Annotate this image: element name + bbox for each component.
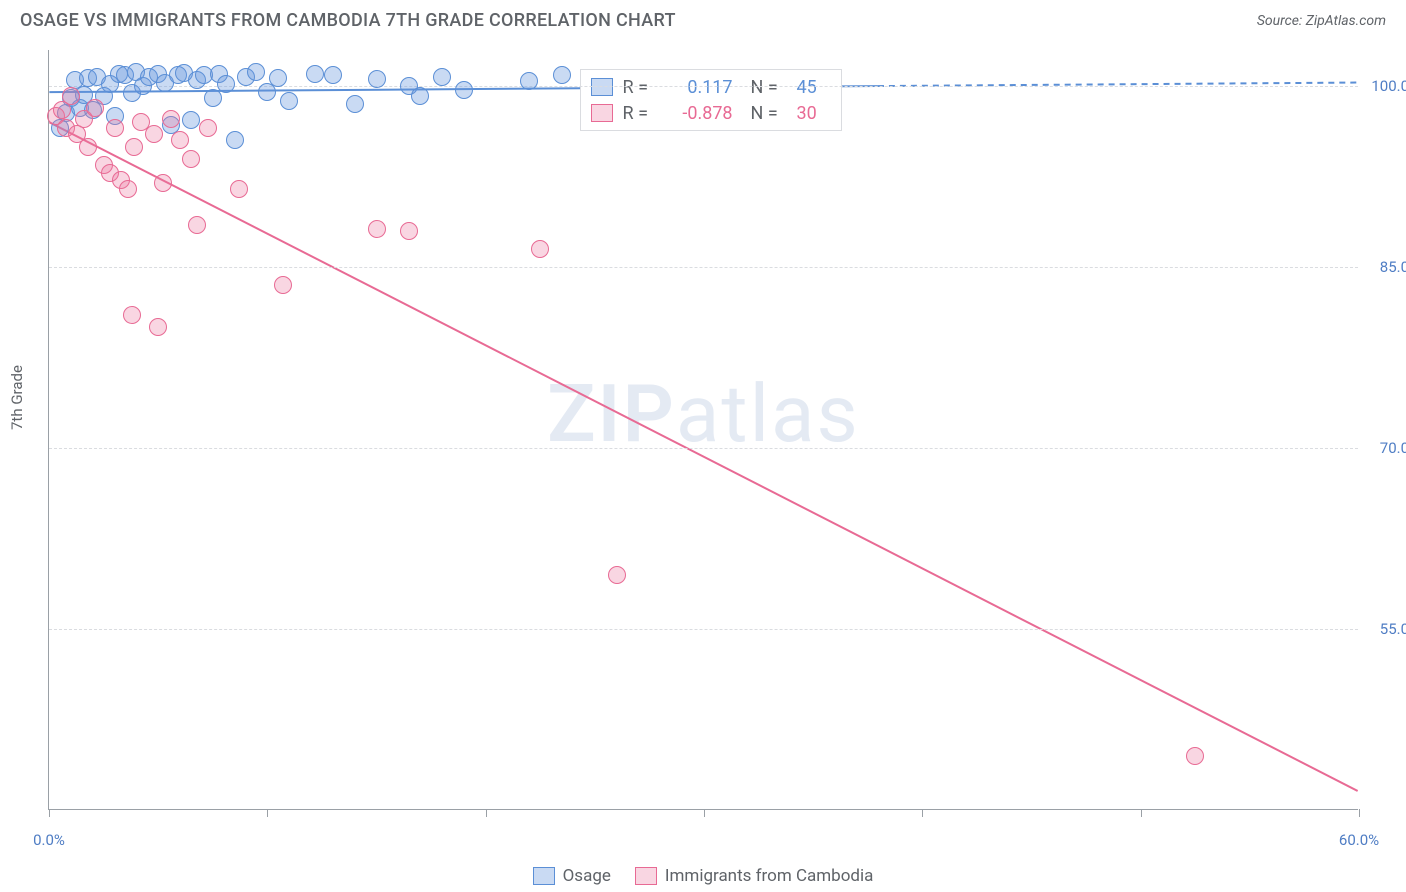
x-tick [1141, 809, 1142, 817]
x-tick-label: 0.0% [33, 831, 65, 849]
legend-swatch [635, 867, 657, 885]
data-point [171, 131, 189, 149]
data-point [62, 87, 80, 105]
y-tick-label: 70.0% [1380, 439, 1406, 457]
y-tick-label: 55.0% [1380, 620, 1406, 638]
legend-item: Osage [533, 866, 611, 886]
data-point [274, 276, 292, 294]
data-point [154, 174, 172, 192]
legend-label: Osage [563, 866, 611, 886]
n-label: N = [751, 103, 787, 124]
data-point [204, 89, 222, 107]
y-tick-label: 100.0% [1371, 77, 1406, 95]
data-point [400, 222, 418, 240]
data-point [1186, 747, 1204, 765]
data-point [230, 180, 248, 198]
data-point [531, 240, 549, 258]
data-point [217, 75, 235, 93]
data-point [86, 99, 104, 117]
data-point [199, 119, 217, 137]
data-point [433, 68, 451, 86]
gridline-h [49, 267, 1358, 268]
correlation-legend: R =0.117N =45R =-0.878N =30 [580, 69, 842, 131]
legend-swatch [533, 867, 555, 885]
data-point [247, 63, 265, 81]
data-point [280, 92, 298, 110]
series-legend: Osage Immigrants from Cambodia [0, 866, 1406, 886]
y-axis-label: 7th Grade [8, 365, 26, 430]
data-point [188, 216, 206, 234]
data-point [608, 566, 626, 584]
data-point [411, 87, 429, 105]
data-point [79, 138, 97, 156]
n-value: 30 [797, 103, 831, 124]
chart-title: OSAGE VS IMMIGRANTS FROM CAMBODIA 7TH GR… [20, 10, 676, 31]
data-point [324, 66, 342, 84]
r-value: -0.878 [669, 103, 733, 124]
r-label: R = [623, 103, 659, 124]
x-tick [704, 809, 705, 817]
data-point [149, 318, 167, 336]
data-point [182, 111, 200, 129]
x-tick [1359, 809, 1360, 817]
data-point [125, 138, 143, 156]
legend-item: Immigrants from Cambodia [635, 866, 874, 886]
scatter-chart: ZIPatlas R =0.117N =45R =-0.878N =30 55.… [48, 50, 1358, 810]
data-point [226, 131, 244, 149]
x-tick [49, 809, 50, 817]
x-tick [267, 809, 268, 817]
data-point [520, 72, 538, 90]
gridline-h [49, 629, 1358, 630]
data-point [182, 150, 200, 168]
data-point [145, 125, 163, 143]
gridline-h [49, 448, 1358, 449]
trend-lines [49, 50, 1358, 809]
data-point [119, 180, 137, 198]
data-point [162, 110, 180, 128]
data-point [306, 65, 324, 83]
y-tick-label: 85.0% [1380, 258, 1406, 276]
x-tick [486, 809, 487, 817]
data-point [346, 95, 364, 113]
gridline-h [49, 86, 1358, 87]
data-point [455, 81, 473, 99]
data-point [368, 220, 386, 238]
data-point [106, 119, 124, 137]
source-attribution: Source: ZipAtlas.com [1257, 13, 1386, 29]
x-tick-label: 60.0% [1339, 831, 1379, 849]
data-point [553, 66, 571, 84]
legend-row: R = -0.878 N = 30 [591, 100, 831, 126]
data-point [368, 70, 386, 88]
data-point [123, 306, 141, 324]
legend-label: Immigrants from Cambodia [665, 866, 874, 886]
x-tick [922, 809, 923, 817]
legend-swatch [591, 104, 613, 122]
data-point [269, 69, 287, 87]
